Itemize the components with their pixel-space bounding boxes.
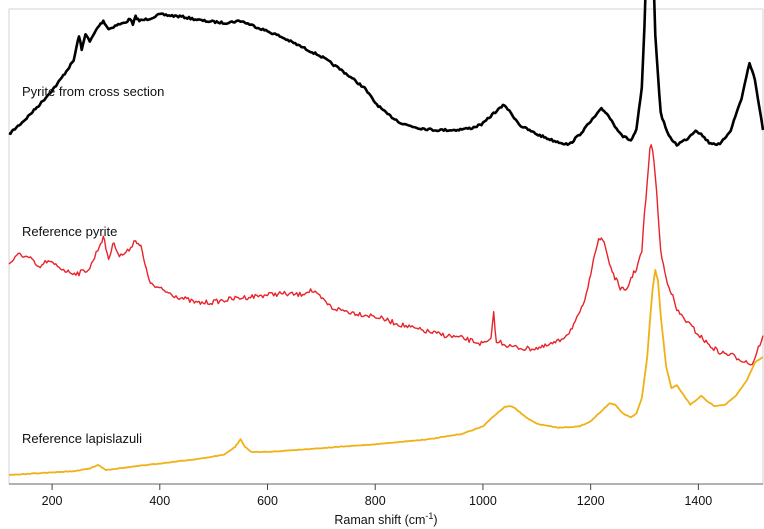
series-line-2 <box>9 268 764 476</box>
series-label-pyrite-cross-section: Pyrite from cross section <box>22 84 164 99</box>
series-label-reference-lapislazuli: Reference lapislazuli <box>22 431 142 446</box>
x-tick-label: 400 <box>149 494 170 508</box>
x-tick-label: 1200 <box>577 494 605 508</box>
x-axis-title-main: Raman shift (cm <box>334 513 425 527</box>
series-line-1 <box>8 144 764 366</box>
x-tick-label: 200 <box>42 494 63 508</box>
x-tick-label: 1000 <box>469 494 497 508</box>
x-tick-label: 600 <box>257 494 278 508</box>
x-axis-ticks: 200 400 600 800 1000 1200 1400 <box>42 484 712 508</box>
x-tick-label: 800 <box>365 494 386 508</box>
x-axis-title: Raman shift (cm-1) <box>334 511 437 527</box>
x-axis-title-suffix: ) <box>433 513 437 527</box>
x-tick-label: 1400 <box>684 494 712 508</box>
plot-frame <box>8 8 764 485</box>
series-label-reference-pyrite: Reference pyrite <box>22 224 117 239</box>
series-line-0 <box>8 0 764 147</box>
x-axis-title-superscript: -1 <box>425 511 433 521</box>
series-layer <box>8 0 764 476</box>
